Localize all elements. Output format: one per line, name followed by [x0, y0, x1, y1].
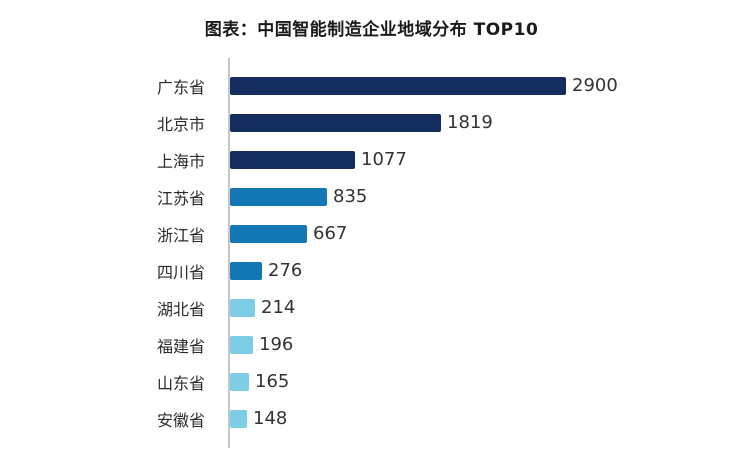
bar-value-label: 196	[259, 334, 294, 355]
bar-row: 北京市 1819	[152, 104, 743, 141]
bar	[230, 113, 441, 132]
bar-row: 广东省 2900	[152, 67, 743, 104]
bar-value-label: 276	[268, 260, 303, 281]
bar-row: 浙江省 667	[152, 215, 743, 252]
bar-category-label: 福建省	[156, 336, 205, 356]
bar	[230, 335, 253, 354]
bar	[230, 187, 327, 206]
chart-title: 图表：中国智能制造企业地域分布 TOP10	[204, 20, 539, 40]
bar-row: 湖北省 214	[152, 289, 743, 326]
bar-value-label: 2900	[572, 75, 618, 96]
bar-row: 福建省 196	[152, 326, 743, 363]
y-axis-line	[228, 58, 230, 448]
bar-value-label: 835	[333, 186, 368, 207]
bar-category-label: 浙江省	[156, 225, 205, 245]
bar	[230, 261, 262, 280]
bar-row: 山东省 165	[152, 363, 743, 400]
bar	[230, 372, 249, 391]
bar-value-label: 165	[255, 371, 290, 392]
bar-category-label: 四川省	[156, 262, 205, 282]
bar	[230, 150, 355, 169]
bar-chart: 广东省 2900 北京市 1819 上海市 1077 江苏省 835 浙江省 6…	[152, 58, 743, 448]
bar-row: 四川省 276	[152, 252, 743, 289]
bar-row: 上海市 1077	[152, 141, 743, 178]
bar	[230, 409, 247, 428]
bar	[230, 298, 255, 317]
bar-value-label: 1077	[361, 149, 407, 170]
bar-category-label: 上海市	[156, 151, 205, 171]
bar-value-label: 148	[253, 408, 288, 429]
bar-value-label: 214	[261, 297, 296, 318]
bar-category-label: 安徽省	[156, 410, 205, 430]
bar-row: 江苏省 835	[152, 178, 743, 215]
bar-row: 安徽省 148	[152, 400, 743, 437]
bar-value-label: 667	[313, 223, 348, 244]
bar	[230, 76, 566, 95]
bar-category-label: 山东省	[156, 373, 205, 393]
bar-value-label: 1819	[447, 112, 493, 133]
bar-category-label: 广东省	[156, 77, 205, 97]
bar-category-label: 江苏省	[156, 188, 205, 208]
bar	[230, 224, 307, 243]
bar-category-label: 北京市	[156, 114, 205, 134]
bar-category-label: 湖北省	[156, 299, 205, 319]
